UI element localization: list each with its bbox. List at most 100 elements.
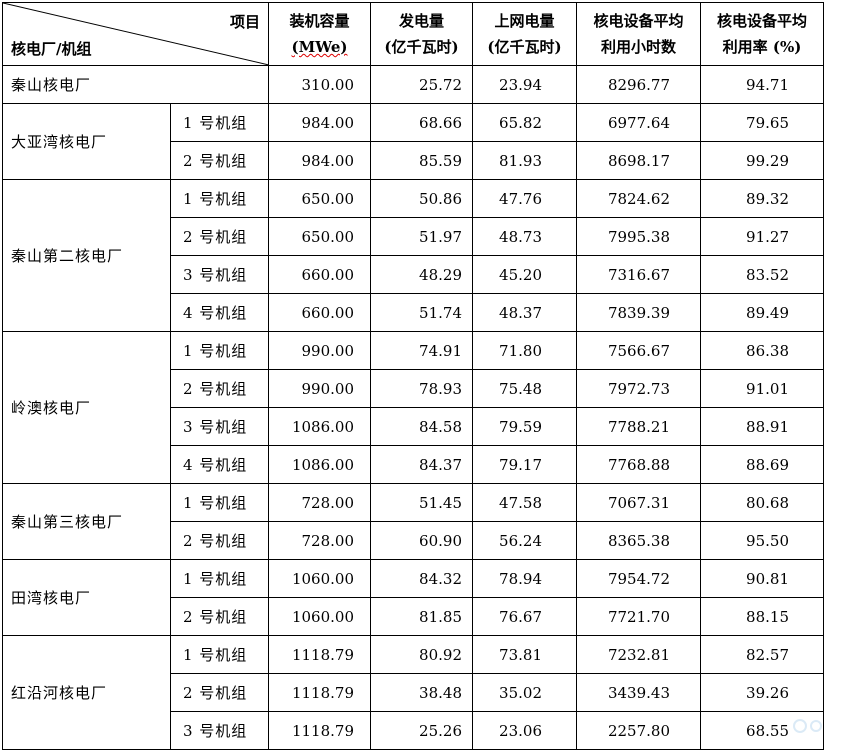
- generation-cell: 85.59: [370, 141, 473, 180]
- nuclear-plant-table: 项目 核电厂/机组 装机容量 (MWe) 发电量 (亿千瓦时) 上网电量 (亿千瓦时)…: [2, 2, 824, 750]
- util-rate-cell: 82.57: [700, 635, 824, 674]
- unit-name-cell: 2 号机组: [170, 521, 269, 560]
- generation-cell: 81.85: [370, 597, 473, 636]
- grid-supply-cell: 23.06: [472, 711, 577, 750]
- capacity-cell: 728.00: [268, 521, 371, 560]
- generation-cell: 84.58: [370, 407, 473, 446]
- table-row: 2 号机组 728.00 60.90 56.24 8365.38 95.50: [3, 521, 824, 560]
- table-row: 2 号机组 990.00 78.93 75.48 7972.73 91.01: [3, 369, 824, 408]
- util-rate-cell: 94.71: [700, 65, 824, 104]
- util-rate-cell: 89.32: [700, 179, 824, 218]
- unit-name-cell: 1 号机组: [170, 103, 269, 142]
- unit-name-cell: 1 号机组: [170, 559, 269, 598]
- corner-diagonal: [3, 3, 269, 65]
- util-rate-cell: 89.49: [700, 293, 824, 332]
- capacity-cell: 990.00: [268, 331, 371, 370]
- util-hours-cell: 7566.67: [576, 331, 701, 370]
- grid-supply-cell: 65.82: [472, 103, 577, 142]
- grid-supply-cell: 71.80: [472, 331, 577, 370]
- table-row: 岭澳核电厂 1 号机组 990.00 74.91 71.80 7566.67 86.38: [2, 331, 824, 484]
- capacity-cell: 1060.00: [268, 559, 371, 598]
- grid-supply-cell: 78.94: [472, 559, 577, 598]
- unit-name-cell: 2 号机组: [170, 673, 269, 712]
- capacity-cell: 1060.00: [268, 597, 371, 636]
- generation-cell: 25.72: [370, 65, 473, 104]
- util-rate-cell: 88.69: [700, 445, 824, 484]
- util-hours-cell: 7067.31: [576, 483, 701, 522]
- plant-name-cell: 田湾核电厂: [2, 559, 171, 636]
- util-hours-cell: 8296.77: [576, 65, 701, 104]
- generation-cell: 84.37: [370, 445, 473, 484]
- util-rate-cell: 91.01: [700, 369, 824, 408]
- header-util-rate: 核电设备平均 利用率 (%): [700, 2, 824, 66]
- util-hours-cell: 2257.80: [576, 711, 701, 750]
- capacity-cell: 660.00: [268, 293, 371, 332]
- capacity-cell: 1086.00: [268, 407, 371, 446]
- unit-name-cell: 4 号机组: [170, 445, 269, 484]
- table-row: 2 号机组 1118.79 38.48 35.02 3439.43 39.26: [3, 673, 824, 712]
- util-hours-cell: 3439.43: [576, 673, 701, 712]
- plant-name-cell: 大亚湾核电厂: [2, 103, 171, 180]
- plant-name-cell: 秦山第三核电厂: [2, 483, 171, 560]
- grid-supply-cell: 47.76: [472, 179, 577, 218]
- plant-name-cell: 秦山第二核电厂: [2, 179, 171, 332]
- capacity-cell: 1118.79: [268, 673, 371, 712]
- util-hours-cell: 7316.67: [576, 255, 701, 294]
- table-row: 秦山第三核电厂 1 号机组 728.00 51.45 47.58 7067.31 80.68: [2, 483, 824, 560]
- table-row: 大亚湾核电厂 1 号机组 984.00 68.66 65.82 6977.64 79.65: [2, 103, 824, 180]
- generation-cell: 60.90: [370, 521, 473, 560]
- util-hours-cell: 7788.21: [576, 407, 701, 446]
- unit-name-cell: 3 号机组: [170, 255, 269, 294]
- header-grid-supply: 上网电量 (亿千瓦时): [472, 2, 577, 66]
- util-hours-cell: 7972.73: [576, 369, 701, 408]
- unit-name-cell: 4 号机组: [170, 293, 269, 332]
- table-row: 4 号机组 660.00 51.74 48.37 7839.39 89.49: [3, 293, 824, 332]
- generation-cell: 51.97: [370, 217, 473, 256]
- grid-supply-cell: 73.81: [472, 635, 577, 674]
- util-rate-cell: 39.26: [700, 673, 824, 712]
- util-hours-cell: 7995.38: [576, 217, 701, 256]
- unit-name-cell: 2 号机组: [170, 369, 269, 408]
- util-rate-cell: 68.55: [700, 711, 824, 750]
- generation-cell: 50.86: [370, 179, 473, 218]
- plant-name-cell: 红沿河核电厂: [2, 635, 171, 750]
- generation-cell: 48.29: [370, 255, 473, 294]
- table-row: 红沿河核电厂 1 号机组 1118.79 80.92 73.81 7232.81 82.57: [2, 635, 824, 750]
- util-rate-cell: 88.91: [700, 407, 824, 446]
- grid-supply-cell: 81.93: [472, 141, 577, 180]
- capacity-cell: 310.00: [268, 65, 371, 104]
- plant-name-cell: 岭澳核电厂: [2, 331, 171, 484]
- grid-supply-cell: 45.20: [472, 255, 577, 294]
- capacity-cell: 984.00: [268, 103, 371, 142]
- table-row: 2 号机组 1060.00 81.85 76.67 7721.70 88.15: [3, 597, 824, 636]
- util-hours-cell: 7768.88: [576, 445, 701, 484]
- generation-cell: 68.66: [370, 103, 473, 142]
- capacity-cell: 1086.00: [268, 445, 371, 484]
- util-rate-cell: 79.65: [700, 103, 824, 142]
- generation-cell: 74.91: [370, 331, 473, 370]
- capacity-cell: 990.00: [268, 369, 371, 408]
- unit-name-cell: 3 号机组: [170, 711, 269, 750]
- table-row: 秦山第二核电厂 1 号机组 650.00 50.86 47.76 7824.62 89.32: [2, 179, 824, 332]
- header-generation: 发电量 (亿千瓦时): [370, 2, 473, 66]
- capacity-cell: 1118.79: [268, 711, 371, 750]
- grid-supply-cell: 56.24: [472, 521, 577, 560]
- table-row: 秦山核电厂 310.00 25.72 23.94 8296.77 94.71: [2, 65, 824, 104]
- header-row: 项目 核电厂/机组 装机容量 (MWe) 发电量 (亿千瓦时) 上网电量 (亿千瓦时)…: [2, 2, 824, 66]
- unit-name-cell: 1 号机组: [170, 331, 269, 370]
- plant-name-cell: 秦山核电厂: [2, 65, 269, 104]
- unit-name-cell: 2 号机组: [170, 217, 269, 256]
- util-hours-cell: 7824.62: [576, 179, 701, 218]
- generation-cell: 84.32: [370, 559, 473, 598]
- util-rate-cell: 90.81: [700, 559, 824, 598]
- util-hours-cell: 7954.72: [576, 559, 701, 598]
- table-row: 3 号机组 1118.79 25.26 23.06 2257.80 68.55: [3, 711, 824, 750]
- capacity-cell: 984.00: [268, 141, 371, 180]
- util-rate-cell: 86.38: [700, 331, 824, 370]
- header-capacity: 装机容量 (MWe): [268, 2, 371, 66]
- unit-name-cell: 1 号机组: [170, 635, 269, 674]
- unit-name-cell: 1 号机组: [170, 179, 269, 218]
- generation-cell: 78.93: [370, 369, 473, 408]
- util-rate-cell: 95.50: [700, 521, 824, 560]
- util-hours-cell: 7721.70: [576, 597, 701, 636]
